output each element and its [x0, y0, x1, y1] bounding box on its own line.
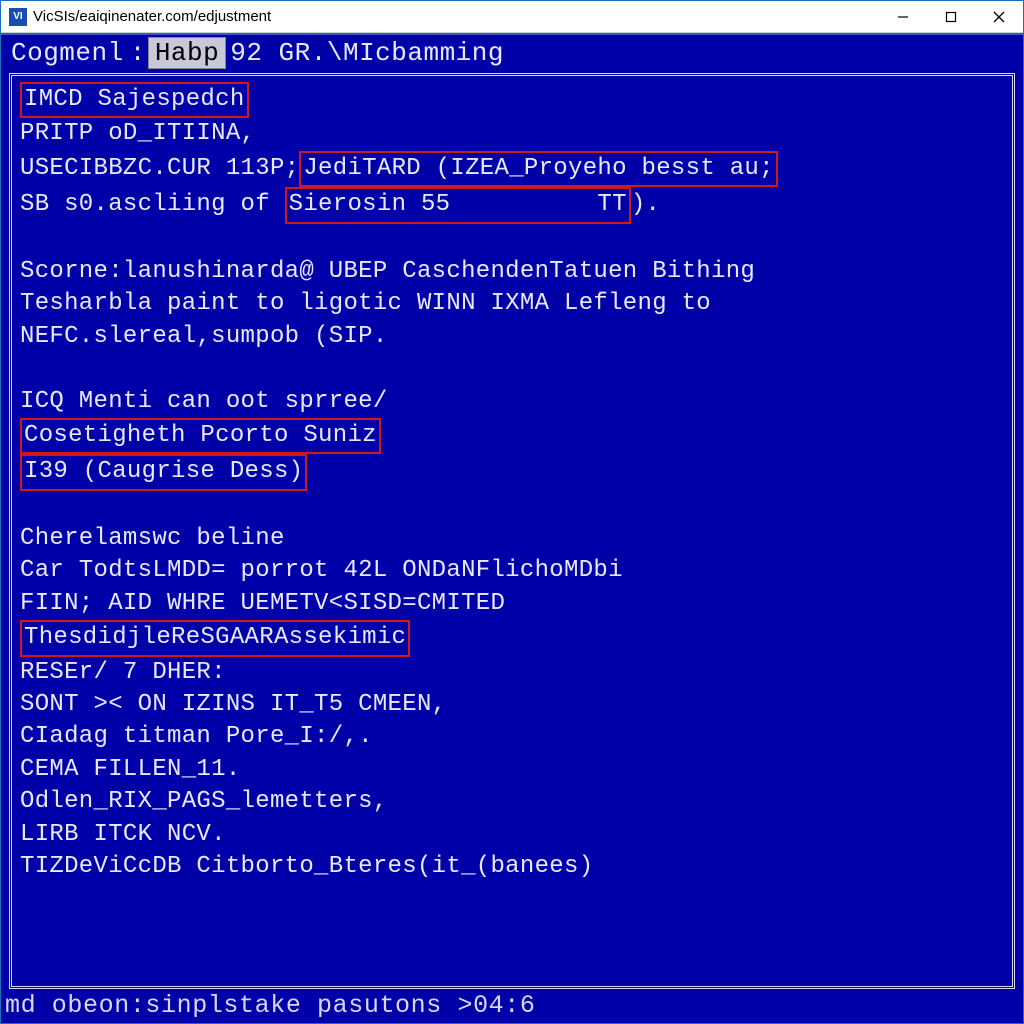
term-blank: [20, 493, 35, 520]
highlight-5: I39 (Caugrise Dess): [20, 454, 307, 490]
term-line: ICQ Menti can oot sprree/: [20, 388, 388, 415]
app-window: VI VicSIs/eaiqinenater.com/edjustment Co…: [0, 0, 1024, 1024]
terminal-content[interactable]: IMCD Sajespedch PRITP oD_ITIINA, USECIBB…: [20, 82, 1004, 883]
close-button[interactable]: [975, 1, 1023, 33]
term-line: NEFC.slereal,sumpob (SIP.: [20, 323, 388, 350]
term-line: USECIBBZC.CUR 113P;: [20, 155, 299, 182]
term-line: Car TodtsLMDD= porrot 42L ONDaNFlichoMDb…: [20, 557, 623, 584]
term-line: RESEr/ 7 DHER:: [20, 659, 226, 686]
status-line: md obeon:sinplstake pasutons >04:6: [1, 989, 1023, 1023]
maximize-button[interactable]: [927, 1, 975, 33]
highlight-6: ThesdidjleReSGAARAssekimic: [20, 620, 410, 656]
term-blank: [20, 226, 35, 253]
term-line: SONT >< ON IZINS IT_T5 CMEEN,: [20, 691, 446, 718]
term-line: FIIN; AID WHRE UEMETV<SISD=CMITED: [20, 590, 505, 617]
highlight-3: Sierosin 55 TT: [285, 187, 631, 223]
highlight-2: JediTARD (IZEA_Proyeho besst au;: [299, 151, 777, 187]
highlight-4: Cosetigheth Pcorto Suniz: [20, 418, 381, 454]
term-line: Tesharbla paint to ligotic WINN IXMA Lef…: [20, 290, 711, 317]
term-blank: [20, 355, 35, 382]
term-line: CEMA FILLEN_11.: [20, 756, 241, 783]
titlebar: VI VicSIs/eaiqinenater.com/edjustment: [1, 1, 1023, 33]
close-icon: [993, 11, 1005, 23]
term-line: PRITP oD_ITIINA,: [20, 120, 255, 147]
term-line: CIadag titman Pore_I:/,.: [20, 723, 373, 750]
term-line: TIZDeViCcDB Citborto_Bteres(it_(banees): [20, 853, 593, 880]
maximize-icon: [945, 11, 957, 23]
menu-separator: :: [128, 38, 148, 68]
term-line: Cherelamswc beline: [20, 525, 285, 552]
highlight-1: IMCD Sajespedch: [20, 82, 249, 118]
term-line: SB s0.ascliing of: [20, 191, 285, 218]
minimize-button[interactable]: [879, 1, 927, 33]
term-line: Scorne:lanushinarda@ UBEP CaschendenTatu…: [20, 258, 755, 285]
terminal-area: Cogmenl : Habp 92 GR.\MIcbamming IMCD Sa…: [1, 33, 1023, 1023]
term-line: ).: [631, 191, 660, 218]
term-line: Odlen_RIX_PAGS_lemetters,: [20, 788, 388, 815]
app-icon: VI: [9, 8, 27, 26]
terminal-frame: IMCD Sajespedch PRITP oD_ITIINA, USECIBB…: [9, 73, 1015, 989]
minimize-icon: [897, 11, 909, 23]
term-line: LIRB ITCK NCV.: [20, 821, 226, 848]
terminal-menu: Cogmenl : Habp 92 GR.\MIcbamming: [1, 35, 1023, 71]
window-title: VicSIs/eaiqinenater.com/edjustment: [33, 8, 271, 25]
menu-item-habp[interactable]: Habp: [148, 37, 226, 69]
menu-item-cogmenl[interactable]: Cogmenl: [7, 38, 128, 68]
menu-rest: 92 GR.\MIcbamming: [226, 38, 508, 68]
